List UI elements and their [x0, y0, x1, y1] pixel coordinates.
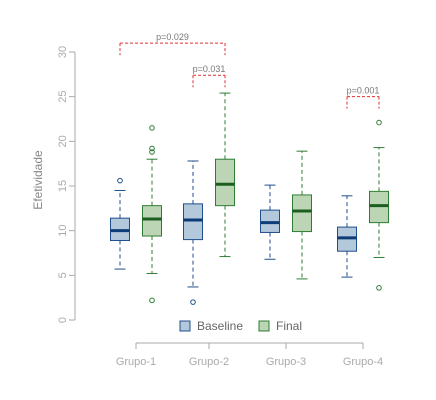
outlier-point [149, 125, 155, 131]
box-final-2 [215, 92, 235, 258]
outlier-point [149, 297, 155, 304]
p-value-annotation-3: p=0.001 [346, 86, 380, 109]
outlier-point [376, 119, 382, 126]
y-tick-label: 5 [57, 272, 69, 278]
outlier-point [376, 285, 382, 291]
axis-layer: 0 5 10 15 20 25 30 Grupo-1 Grupo-2 Grupo-3 Grupo-4 [57, 46, 383, 368]
legend-swatch [179, 320, 191, 332]
y-tick-label: 30 [57, 46, 69, 58]
box-baseline-2 [183, 160, 203, 305]
iqr-box [215, 158, 235, 207]
p-value-label: p=0.029 [156, 32, 189, 42]
y-tick-label: 15 [57, 180, 69, 192]
box-final-4 [369, 119, 389, 291]
legend-entry-baseline: Baseline [179, 319, 243, 333]
box-baseline-4 [337, 195, 357, 278]
legend: Baseline Final [179, 319, 302, 333]
annotation-layer: p=0.029 p=0.031 p=0.001 [119, 32, 380, 109]
legend-label: Baseline [197, 319, 243, 333]
legend-entry-final: Final [258, 319, 302, 333]
iqr-box [183, 203, 203, 241]
x-tick-label: Grupo-3 [266, 356, 306, 368]
p-value-label: p=0.031 [193, 64, 226, 74]
outlier-point [149, 149, 155, 155]
box-final-3 [292, 150, 312, 280]
y-tick-label: 10 [57, 225, 69, 237]
box-final-1 [142, 125, 162, 304]
x-tick-label: Grupo-4 [343, 356, 383, 368]
legend-swatch [258, 320, 270, 332]
legend-label: Final [276, 319, 302, 333]
x-tick-label: Grupo-1 [116, 356, 156, 368]
y-tick-label: 25 [57, 91, 69, 103]
p-value-annotation-1: p=0.029 [119, 32, 226, 56]
outlier-point [190, 299, 196, 305]
box-layer [110, 92, 389, 305]
iqr-box [142, 205, 162, 237]
x-tick-label: Grupo-2 [189, 356, 229, 368]
y-tick-label: 20 [57, 135, 69, 147]
p-value-annotation-2: p=0.031 [192, 64, 226, 88]
box-baseline-1 [110, 177, 130, 270]
p-value-label: p=0.001 [347, 86, 380, 96]
outlier-point [149, 145, 155, 152]
y-axis-title: Efetividade [31, 150, 45, 210]
y-tick-label: 0 [57, 317, 69, 323]
box-baseline-3 [260, 184, 280, 260]
outlier-point [117, 177, 123, 184]
iqr-box [292, 194, 312, 233]
